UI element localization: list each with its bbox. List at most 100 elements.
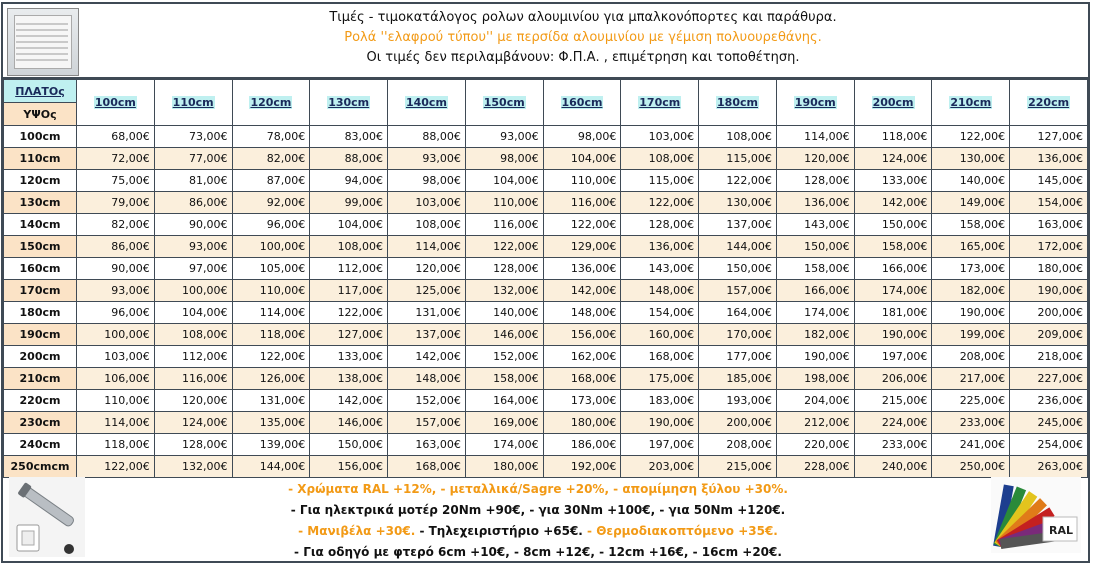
column-header: 110cm bbox=[153, 79, 233, 126]
column-header: 120cm bbox=[231, 79, 311, 126]
price-cell: 112,00€ bbox=[309, 257, 389, 280]
price-cell: 103,00€ bbox=[387, 191, 466, 214]
price-cell: 114,00€ bbox=[387, 235, 466, 258]
price-cell: 203,00€ bbox=[620, 455, 700, 478]
price-cell: 233,00€ bbox=[853, 433, 933, 456]
row-height-label: 100cm bbox=[3, 125, 77, 148]
table-row: 220cm 110,00€ 120,00€ 131,00€ 142,00€ 152,00€… bbox=[3, 389, 1088, 412]
price-cell: 190,00€ bbox=[620, 411, 700, 434]
price-cell: 124,00€ bbox=[153, 411, 233, 434]
price-cell: 120,00€ bbox=[387, 257, 466, 280]
price-cell: 152,00€ bbox=[464, 345, 544, 368]
header-note: Οι τιμές δεν περιλαμβάνουν: Φ.Π.Α. , επι… bbox=[366, 50, 800, 65]
price-cell: 128,00€ bbox=[620, 213, 700, 236]
column-header-label: 210cm bbox=[949, 96, 993, 109]
price-cell: 154,00€ bbox=[1009, 191, 1088, 214]
price-cell: 136,00€ bbox=[542, 257, 622, 280]
price-cell: 180,00€ bbox=[464, 455, 544, 478]
price-cell: 103,00€ bbox=[620, 125, 700, 148]
price-cell: 177,00€ bbox=[698, 345, 777, 368]
price-cell: 163,00€ bbox=[387, 433, 466, 456]
price-cell: 122,00€ bbox=[231, 345, 311, 368]
table-row: 210cm 106,00€ 116,00€ 126,00€ 138,00€ 148,00€… bbox=[3, 367, 1088, 390]
price-cell: 120,00€ bbox=[775, 147, 855, 170]
table-row: 110cm 72,00€ 77,00€ 82,00€ 88,00€ 93,00€ 98,00… bbox=[3, 147, 1088, 170]
price-cell: 158,00€ bbox=[853, 235, 933, 258]
price-cell: 198,00€ bbox=[775, 367, 855, 390]
price-cell: 200,00€ bbox=[698, 411, 777, 434]
price-cell: 122,00€ bbox=[620, 191, 700, 214]
price-cell: 245,00€ bbox=[1009, 411, 1088, 434]
price-cell: 208,00€ bbox=[931, 345, 1011, 368]
table-row: 200cm 103,00€ 112,00€ 122,00€ 133,00€ 142,00€… bbox=[3, 345, 1088, 368]
price-cell: 120,00€ bbox=[153, 389, 233, 412]
header-subtitle: Ρολά ''ελαφρού τύπου'' με περσίδα αλουμι… bbox=[344, 30, 822, 45]
price-cell: 132,00€ bbox=[464, 279, 544, 302]
price-cell: 148,00€ bbox=[542, 301, 622, 324]
row-height-label: 190cm bbox=[3, 323, 77, 346]
price-cell: 142,00€ bbox=[542, 279, 622, 302]
column-header-label: 180cm bbox=[716, 96, 759, 109]
price-cell: 108,00€ bbox=[620, 147, 700, 170]
price-cell: 78,00€ bbox=[231, 125, 311, 148]
price-cell: 174,00€ bbox=[775, 301, 855, 324]
price-cell: 197,00€ bbox=[620, 433, 700, 456]
price-cell: 217,00€ bbox=[931, 367, 1011, 390]
ral-color-fan-image: RAL bbox=[991, 477, 1081, 553]
footer-accessories-line: - Μανιβέλα +30€. - Τηλεχειριστήριο +65€.… bbox=[93, 521, 983, 542]
roller-shutter-image bbox=[7, 8, 79, 76]
price-cell: 136,00€ bbox=[1009, 147, 1088, 170]
price-cell: 166,00€ bbox=[853, 257, 933, 280]
table-row: 160cm 90,00€ 97,00€ 105,00€ 112,00€ 120,00€ 12… bbox=[3, 257, 1088, 280]
price-cell: 182,00€ bbox=[931, 279, 1011, 302]
header-title: Τιμές - τιμοκατάλογος ρολων αλουμινίου γ… bbox=[329, 10, 837, 25]
price-cell: 164,00€ bbox=[698, 301, 777, 324]
price-cell: 98,00€ bbox=[387, 169, 466, 192]
price-cell: 118,00€ bbox=[853, 125, 933, 148]
price-cell: 122,00€ bbox=[309, 301, 389, 324]
price-table: ΠΛΑΤΟς 100cm 110cm 120cm 130cm 140cm 150cm 160c… bbox=[3, 79, 1088, 478]
column-header-label: 200cm bbox=[871, 96, 915, 109]
price-cell: 158,00€ bbox=[931, 213, 1011, 236]
price-cell: 90,00€ bbox=[76, 257, 155, 280]
motor-and-switch-image bbox=[9, 477, 85, 557]
price-cell: 209,00€ bbox=[1009, 323, 1088, 346]
price-cell: 108,00€ bbox=[153, 323, 233, 346]
price-cell: 115,00€ bbox=[698, 147, 777, 170]
price-cell: 124,00€ bbox=[853, 147, 933, 170]
price-cell: 103,00€ bbox=[76, 345, 155, 368]
price-cell: 114,00€ bbox=[231, 301, 311, 324]
row-height-label: 240cm bbox=[3, 433, 77, 456]
price-cell: 169,00€ bbox=[464, 411, 544, 434]
row-height-label: 210cm bbox=[3, 367, 77, 390]
price-cell: 131,00€ bbox=[231, 389, 311, 412]
table-row: 230cm 114,00€ 124,00€ 135,00€ 146,00€ 157,00€… bbox=[3, 411, 1088, 434]
price-cell: 156,00€ bbox=[309, 455, 389, 478]
price-cell: 100,00€ bbox=[231, 235, 311, 258]
price-cell: 224,00€ bbox=[853, 411, 933, 434]
price-cell: 125,00€ bbox=[387, 279, 466, 302]
price-cell: 82,00€ bbox=[76, 213, 155, 236]
price-cell: 79,00€ bbox=[76, 191, 155, 214]
price-cell: 212,00€ bbox=[775, 411, 855, 434]
price-cell: 142,00€ bbox=[853, 191, 933, 214]
price-cell: 173,00€ bbox=[542, 389, 622, 412]
price-cell: 180,00€ bbox=[1009, 257, 1088, 280]
price-cell: 142,00€ bbox=[309, 389, 389, 412]
price-cell: 164,00€ bbox=[464, 389, 544, 412]
price-cell: 174,00€ bbox=[464, 433, 544, 456]
shutter-slat bbox=[16, 23, 68, 25]
shutter-slat bbox=[16, 35, 68, 37]
price-cell: 129,00€ bbox=[542, 235, 622, 258]
price-cell: 142,00€ bbox=[387, 345, 466, 368]
price-cell: 118,00€ bbox=[231, 323, 311, 346]
thermal-price: - Θερμοδιακοπτόμενο +35€. bbox=[582, 524, 778, 538]
price-cell: 122,00€ bbox=[698, 169, 777, 192]
row-height-label: 220cm bbox=[3, 389, 77, 412]
column-header-label: 150cm bbox=[482, 96, 526, 109]
column-header: 190cm bbox=[775, 79, 855, 126]
price-cell: 90,00€ bbox=[153, 213, 233, 236]
row-height-label: 200cm bbox=[3, 345, 77, 368]
footer-colors-line: - Χρώματα RAL +12%, - μεταλλικά/Sagre +2… bbox=[288, 482, 788, 496]
price-cell: 185,00€ bbox=[698, 367, 777, 390]
